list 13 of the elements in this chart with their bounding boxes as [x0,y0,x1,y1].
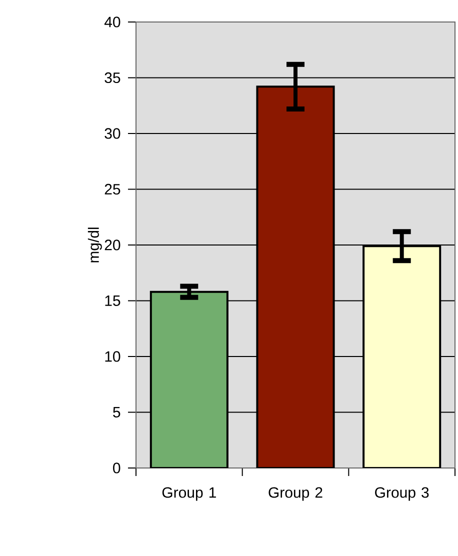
y-tick-label: 35 [104,72,120,84]
y-tick-label: 20 [104,240,120,250]
y-tick-label: 30 [104,128,120,139]
y-tick-label: 5 [113,407,120,418]
x-tick-label: Group 2 [268,487,322,501]
y-tick-label: 0 [113,462,120,474]
y-tick-label: 15 [105,296,120,306]
x-tick-label: Group 3 [375,487,429,501]
y-tick-label: 25 [104,184,120,195]
y-tick-label: 10 [105,351,120,362]
x-tick-label: Group 1 [162,487,216,501]
y-tick-label: 40 [104,16,120,28]
y-axis-title: mg/dl [88,228,102,262]
